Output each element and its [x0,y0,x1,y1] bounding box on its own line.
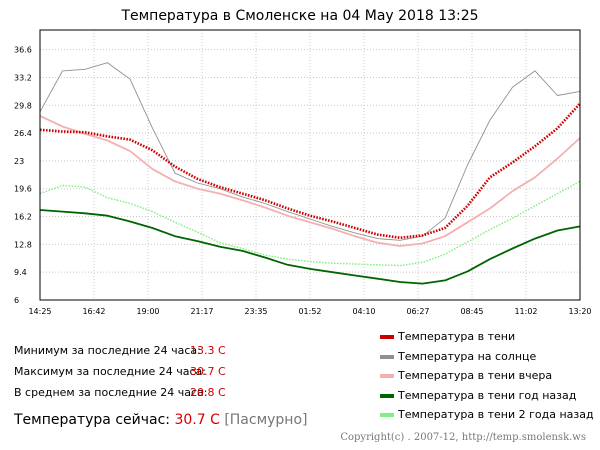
stats-panel: Минимум за последние 24 часа: 13.3 C Мак… [14,344,244,407]
grid-lines [39,30,581,301]
current-label: Температура сейчас: [14,412,170,428]
stat-max: Максимум за последние 24 часа: 30.7 C [14,365,244,386]
series-lines [39,62,581,285]
y-tick-label: 23 [14,157,24,166]
legend-label-shade: Температура в тени [398,330,516,343]
x-tick-label: 21:17 [190,307,213,316]
stat-min: Минимум за последние 24 часа: 13.3 C [14,344,244,365]
x-tick-label: 19:00 [136,307,159,316]
x-tick-label: 11:02 [514,307,537,316]
stat-min-label: Минимум за последние 24 часа: [14,344,201,357]
legend-label-two-years-ago: Температура в тени 2 года назад [398,408,594,421]
series-line-3 [39,209,581,285]
y-tick-label: 33.2 [14,73,32,82]
copyright-text: Copyright(c) . 2007-12, http://temp.smol… [340,432,586,443]
tick-labels: 6 9.4 12.8 16.2 19.6 23 26.4 29.8 33.2 36.6 14:25 1… [14,46,592,316]
legend-item-sun: Температура на солнце [380,350,600,370]
stat-max-value: 30.7 C [190,365,226,378]
current-condition: [Пасмурно] [224,412,308,428]
stat-min-value: 13.3 C [190,344,226,357]
y-tick-label: 19.6 [14,185,32,194]
x-tick-label: 01:52 [298,307,321,316]
y-tick-label: 26.4 [14,129,32,138]
y-tick-label: 9.4 [14,268,27,277]
legend-swatch-yesterday [380,374,394,378]
series-line-0 [39,102,581,240]
current-value: 30.7 C [174,412,220,428]
axes [39,29,581,301]
x-tick-label: 04:10 [352,307,375,316]
legend-label-year-ago: Температура в тени год назад [398,388,577,402]
stat-avg: В среднем за последние 24 часа: 20.8 C [14,386,244,407]
legend-item-two-years-ago: Температура в тени 2 года назад [380,408,600,428]
legend-item-year-ago: Температура в тени год назад [380,389,600,409]
x-tick-label: 06:27 [406,307,429,316]
series-line-1 [39,62,581,241]
series-line-4 [39,180,581,267]
legend-item-shade: Температура в тени [380,330,600,350]
legend-label-sun: Температура на солнце [398,349,537,363]
legend-item-yesterday: Температура в тени вчера [380,369,600,389]
x-tick-label: 13:20 [568,307,591,316]
chart-legend: Температура в тени Температура на солнце… [380,330,600,428]
y-tick-label: 16.2 [14,213,32,222]
x-tick-label: 23:35 [244,307,267,316]
y-tick-label: 6 [14,296,19,305]
stat-avg-value: 20.8 C [190,386,226,399]
x-tick-label: 14:25 [28,307,51,316]
legend-swatch-sun [380,354,394,359]
stat-avg-label: В среднем за последние 24 часа: [14,386,208,399]
y-tick-label: 12.8 [14,240,32,249]
plot-frame [39,29,581,301]
series-line-2 [39,115,581,247]
x-tick-label: 08:45 [460,307,483,316]
legend-swatch-two-years-ago [380,413,394,417]
legend-swatch-shade [380,335,394,339]
x-tick-label: 16:42 [82,307,105,316]
legend-swatch-year-ago [380,393,394,398]
current-temperature: Температура сейчас: 30.7 C [Пасмурно] [14,412,308,428]
chart-title: Температура в Смоленске на 04 May 2018 1… [121,8,479,24]
stat-max-label: Максимум за последние 24 часа: [14,365,206,378]
y-tick-label: 29.8 [14,101,32,110]
legend-label-yesterday: Температура в тени вчера [398,369,553,382]
y-tick-label: 36.6 [14,46,32,55]
